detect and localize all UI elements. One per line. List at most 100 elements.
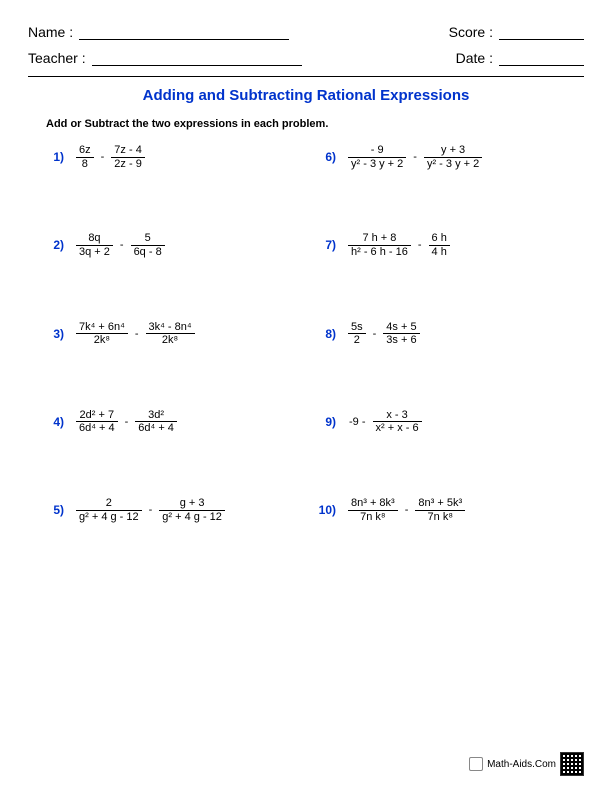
fraction: g + 3g² + 4 g - 12 bbox=[159, 497, 225, 523]
denominator: 8 bbox=[79, 158, 91, 171]
denominator: g² + 4 g - 12 bbox=[159, 511, 225, 524]
problem-number: 6) bbox=[306, 150, 336, 164]
numerator: 8n³ + 8k³ bbox=[348, 497, 398, 510]
numerator: 7 h + 8 bbox=[359, 232, 399, 245]
operator: - bbox=[124, 416, 130, 428]
numerator: 4s + 5 bbox=[383, 321, 419, 334]
score-field: Score : bbox=[449, 24, 584, 40]
fraction: 56q - 8 bbox=[131, 232, 165, 258]
expression: 6z8-7z - 42z - 9 bbox=[76, 144, 145, 170]
denominator: 7n k⁸ bbox=[425, 511, 456, 524]
operator: - bbox=[134, 328, 140, 340]
operator: - bbox=[119, 239, 125, 251]
expression: 2g² + 4 g - 12-g + 3g² + 4 g - 12 bbox=[76, 497, 225, 523]
fraction: 6 h4 h bbox=[429, 232, 450, 258]
fraction: 6z8 bbox=[76, 144, 94, 170]
header-divider bbox=[28, 76, 584, 77]
denominator: 4 h bbox=[429, 246, 450, 259]
expression: 2d² + 76d⁴ + 4-3d²6d⁴ + 4 bbox=[76, 409, 177, 435]
date-line[interactable] bbox=[499, 52, 584, 66]
denominator: 2z - 9 bbox=[111, 158, 145, 171]
numerator: 5 bbox=[142, 232, 154, 245]
problem-number: 1) bbox=[34, 150, 64, 164]
teacher-label: Teacher : bbox=[28, 50, 86, 66]
qr-icon bbox=[560, 752, 584, 776]
fraction: 8q3q + 2 bbox=[76, 232, 113, 258]
instructions: Add or Subtract the two expressions in e… bbox=[46, 118, 584, 130]
score-label: Score : bbox=[449, 24, 493, 40]
operator: - bbox=[404, 504, 410, 516]
operator: - bbox=[100, 151, 106, 163]
numerator: 6 h bbox=[429, 232, 450, 245]
operator: - bbox=[148, 504, 154, 516]
problem: 8) 5s2-4s + 53s + 6 bbox=[306, 321, 578, 347]
lead-term: -9 - bbox=[348, 416, 367, 428]
operator: - bbox=[372, 328, 378, 340]
fraction: 2g² + 4 g - 12 bbox=[76, 497, 142, 523]
problem-number: 8) bbox=[306, 327, 336, 341]
denominator: 6q - 8 bbox=[131, 246, 165, 259]
name-line[interactable] bbox=[79, 26, 289, 40]
numerator: y + 3 bbox=[438, 144, 468, 157]
dice-icon bbox=[469, 757, 483, 771]
numerator: 8q bbox=[85, 232, 103, 245]
problems-grid: 1)6z8-7z - 42z - 96)- 9y² - 3 y + 2-y + … bbox=[28, 144, 584, 523]
denominator: g² + 4 g - 12 bbox=[76, 511, 142, 524]
numerator: 5s bbox=[348, 321, 366, 334]
header-row-2: Teacher : Date : bbox=[28, 50, 584, 66]
denominator: 6d⁴ + 4 bbox=[135, 422, 177, 435]
fraction: 3d²6d⁴ + 4 bbox=[135, 409, 177, 435]
numerator: 7z - 4 bbox=[111, 144, 145, 157]
numerator: 8n³ + 5k³ bbox=[415, 497, 465, 510]
brand-label: Math-Aids.Com bbox=[487, 759, 556, 770]
problem: 4)2d² + 76d⁴ + 4-3d²6d⁴ + 4 bbox=[34, 409, 306, 435]
problem: 3)7k⁴ + 6n⁴2k⁸-3k⁴ - 8n⁴2k⁸ bbox=[34, 321, 306, 347]
expression: 5s2-4s + 53s + 6 bbox=[348, 321, 420, 347]
date-label: Date : bbox=[456, 50, 493, 66]
problem-number: 5) bbox=[34, 503, 64, 517]
problem-number: 2) bbox=[34, 238, 64, 252]
numerator: 7k⁴ + 6n⁴ bbox=[76, 321, 128, 334]
name-label: Name : bbox=[28, 24, 73, 40]
denominator: 6d⁴ + 4 bbox=[76, 422, 118, 435]
problem-number: 10) bbox=[306, 503, 336, 517]
numerator: 6z bbox=[76, 144, 94, 157]
problem-number: 9) bbox=[306, 415, 336, 429]
fraction: 2d² + 76d⁴ + 4 bbox=[76, 409, 118, 435]
header-row-1: Name : Score : bbox=[28, 24, 584, 40]
fraction: 7k⁴ + 6n⁴2k⁸ bbox=[76, 321, 128, 347]
problem: 10)8n³ + 8k³7n k⁸-8n³ + 5k³7n k⁸ bbox=[306, 497, 578, 523]
problem: 2)8q3q + 2-56q - 8 bbox=[34, 232, 306, 258]
problem-number: 4) bbox=[34, 415, 64, 429]
expression: 7 h + 8h² - 6 h - 16-6 h4 h bbox=[348, 232, 450, 258]
denominator: x² + x - 6 bbox=[373, 422, 422, 435]
fraction: 5s2 bbox=[348, 321, 366, 347]
fraction: 7z - 42z - 9 bbox=[111, 144, 145, 170]
numerator: x - 3 bbox=[383, 409, 410, 422]
operator: - bbox=[417, 239, 423, 251]
fraction: 8n³ + 5k³7n k⁸ bbox=[415, 497, 465, 523]
footer: Math-Aids.Com bbox=[469, 752, 584, 776]
numerator: g + 3 bbox=[177, 497, 208, 510]
denominator: 3s + 6 bbox=[383, 334, 419, 347]
problem: 1) 6z8-7z - 42z - 9 bbox=[34, 144, 306, 170]
fraction: 4s + 53s + 6 bbox=[383, 321, 419, 347]
denominator: 2k⁸ bbox=[91, 334, 113, 347]
numerator: 2d² + 7 bbox=[77, 409, 118, 422]
fraction: 8n³ + 8k³7n k⁸ bbox=[348, 497, 398, 523]
teacher-field: Teacher : bbox=[28, 50, 302, 66]
teacher-line[interactable] bbox=[92, 52, 302, 66]
expression: 7k⁴ + 6n⁴2k⁸-3k⁴ - 8n⁴2k⁸ bbox=[76, 321, 195, 347]
problem-number: 3) bbox=[34, 327, 64, 341]
operator: - bbox=[412, 151, 418, 163]
numerator: 3d² bbox=[145, 409, 167, 422]
denominator: 7n k⁸ bbox=[357, 511, 388, 524]
denominator: 3q + 2 bbox=[76, 246, 113, 259]
score-line[interactable] bbox=[499, 26, 584, 40]
fraction: - 9y² - 3 y + 2 bbox=[348, 144, 406, 170]
denominator: h² - 6 h - 16 bbox=[348, 246, 411, 259]
fraction: 3k⁴ - 8n⁴2k⁸ bbox=[146, 321, 195, 347]
numerator: 3k⁴ - 8n⁴ bbox=[146, 321, 195, 334]
expression: - 9y² - 3 y + 2- y + 3y² - 3 y + 2 bbox=[348, 144, 482, 170]
denominator: y² - 3 y + 2 bbox=[424, 158, 482, 171]
